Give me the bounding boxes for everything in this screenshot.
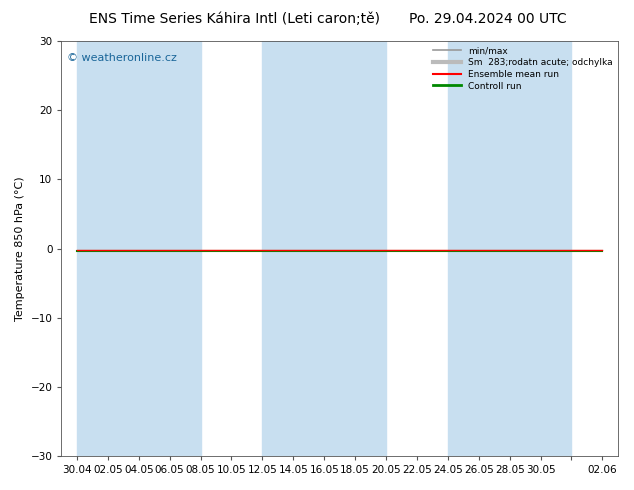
Text: © weatheronline.cz: © weatheronline.cz <box>67 53 177 64</box>
Bar <box>448 41 510 456</box>
Bar <box>324 41 386 456</box>
Y-axis label: Temperature 850 hPa (°C): Temperature 850 hPa (°C) <box>15 176 25 321</box>
Bar <box>510 41 571 456</box>
Legend: min/max, Sm  283;rodatn acute; odchylka, Ensemble mean run, Controll run: min/max, Sm 283;rodatn acute; odchylka, … <box>430 43 616 94</box>
Bar <box>633 41 634 456</box>
Text: ENS Time Series Káhira Intl (Leti caron;tě): ENS Time Series Káhira Intl (Leti caron;… <box>89 12 380 26</box>
Bar <box>262 41 324 456</box>
Bar <box>139 41 200 456</box>
Text: Po. 29.04.2024 00 UTC: Po. 29.04.2024 00 UTC <box>410 12 567 26</box>
Bar <box>77 41 139 456</box>
